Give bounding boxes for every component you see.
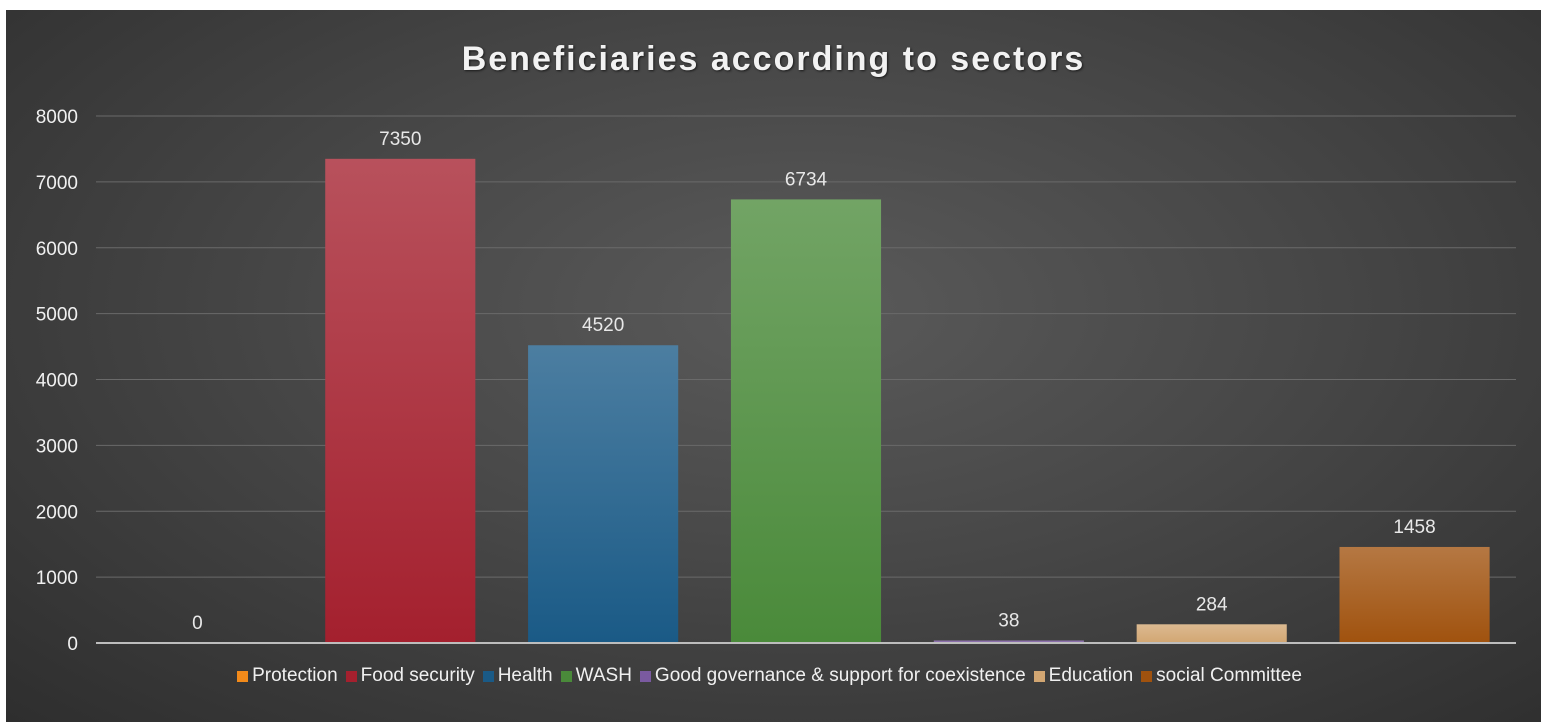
y-tick-label: 7000 [36, 173, 78, 194]
legend-swatch [1141, 670, 1153, 682]
data-label: 284 [1196, 594, 1228, 615]
bar-education [1136, 624, 1287, 643]
y-tick-label: 6000 [36, 239, 78, 260]
legend-label: Food security [360, 665, 475, 686]
legend-item: Health [482, 665, 553, 687]
data-label: 7350 [379, 129, 421, 150]
y-axis-ticks: 0 1000 2000 3000 4000 5000 6000 7000 8000 [36, 107, 78, 655]
legend-item: WASH [560, 665, 632, 687]
data-label: 6734 [785, 169, 828, 190]
legend-label: Good governance & support for coexistenc… [654, 665, 1026, 686]
bars [325, 158, 1490, 643]
chart-area: Beneficiaries according to sectors 0 1000… [6, 10, 1541, 722]
legend-item: social Committee [1141, 665, 1302, 687]
bar-good-governance-support-for-coexistence [933, 640, 1084, 643]
bar-food-security [325, 158, 476, 643]
y-tick-label: 2000 [36, 502, 78, 523]
legend-label: Health [497, 665, 553, 686]
legend-item: Good governance & support for coexistenc… [639, 665, 1026, 687]
legend-item: Protection [237, 665, 338, 687]
data-labels: 0 7350 4520 6734 38 284 1458 [192, 129, 1436, 634]
legend-label: Education [1048, 665, 1134, 686]
y-tick-label: 3000 [36, 436, 78, 457]
y-tick-label: 8000 [36, 107, 78, 128]
bar-wash [730, 199, 882, 643]
legend-swatch [345, 670, 357, 682]
legend-swatch [560, 670, 572, 682]
plot-area: 0 1000 2000 3000 4000 5000 6000 7000 8000 0 7350 4… [36, 107, 1516, 655]
legend-swatch [482, 670, 494, 682]
y-tick-label: 5000 [36, 305, 78, 326]
data-label: 38 [998, 610, 1019, 631]
legend: Protection Food security Health WASH Good go… [6, 665, 1541, 687]
y-tick-label: 1000 [36, 568, 78, 589]
legend-label: WASH [575, 665, 632, 686]
data-label: 4520 [582, 315, 624, 336]
y-tick-label: 4000 [36, 371, 78, 392]
y-tick-label: 0 [67, 634, 78, 655]
legend-label: social Committee [1156, 665, 1302, 686]
legend-swatch [237, 670, 249, 682]
bar-health [528, 345, 679, 643]
data-label: 0 [192, 613, 203, 634]
bar-social-committee [1339, 546, 1490, 643]
chart-title: Beneficiaries according to sectors [461, 40, 1086, 78]
data-label: 1458 [1393, 517, 1435, 538]
legend-label: Protection [252, 665, 338, 686]
legend-item: Food security [345, 665, 475, 687]
legend-swatch [1033, 670, 1045, 682]
legend-item: Education [1033, 665, 1134, 687]
legend-swatch [639, 670, 651, 682]
